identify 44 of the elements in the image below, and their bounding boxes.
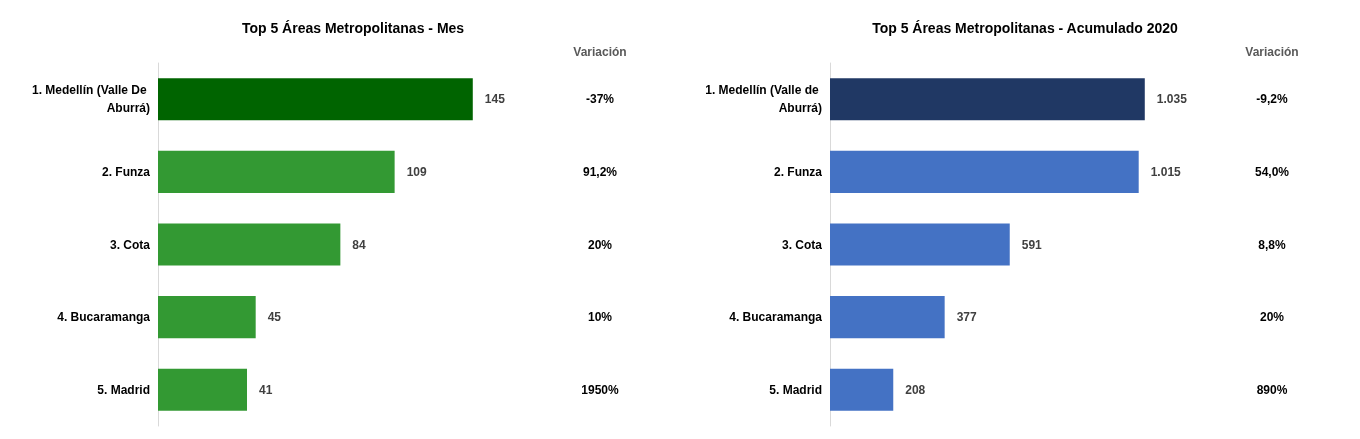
y-tick-label: 2. Funza [101, 164, 151, 179]
text: 8,8% [1258, 237, 1286, 252]
bar [830, 368, 894, 411]
bar [158, 368, 248, 411]
y-tick-label: 4. Bucaramanga [57, 310, 151, 325]
data-label: 84 [352, 237, 367, 252]
y-tick-label: 3. Cota [109, 237, 151, 252]
bar [158, 223, 341, 266]
data-label: 45 [267, 310, 282, 325]
y-tick-label: 4. Bucaramanga [729, 310, 823, 325]
bar [830, 296, 945, 339]
bar [158, 150, 395, 193]
data-label: 377 [956, 310, 978, 325]
text: 54,0% [1254, 164, 1290, 179]
data-label: 591 [1021, 237, 1043, 252]
text: 20% [587, 237, 613, 252]
data-label: 145 [484, 92, 506, 107]
y-tick-label: 5. Madrid [97, 382, 150, 397]
text: -9,2% [1256, 92, 1288, 107]
chart-title: Top 5 Áreas Metropolitanas - Mes [241, 20, 465, 36]
data-label: 41 [259, 382, 273, 397]
bar [158, 296, 256, 339]
data-label: 109 [406, 164, 427, 179]
y-tick-label: 3. Cota [781, 237, 823, 252]
text: 20% [1259, 310, 1285, 325]
bar [158, 78, 473, 121]
bar [830, 150, 1139, 193]
text: Variación [1245, 45, 1299, 59]
data-label: 1.035 [1156, 92, 1188, 107]
chart-title: Top 5 Áreas Metropolitanas - Acumulado 2020 [872, 20, 1179, 36]
bar [830, 78, 1145, 121]
text: Variación [573, 45, 627, 59]
data-label: 208 [905, 382, 926, 397]
y-tick-label: 1. Medellín (Valle de Aburrá) [705, 83, 822, 116]
text: 890% [1256, 382, 1288, 397]
y-tick-label: 2. Funza [773, 164, 823, 179]
text: 91,2% [582, 164, 618, 179]
data-label: 1.015 [1150, 164, 1182, 179]
text: 1950% [581, 382, 620, 397]
text: -37% [585, 92, 615, 107]
y-tick-label: 1. Medellín (Valle De Aburrá) [31, 83, 150, 116]
y-tick-label: 5. Madrid [769, 382, 822, 397]
text: 10% [587, 310, 613, 325]
bar [830, 223, 1010, 266]
